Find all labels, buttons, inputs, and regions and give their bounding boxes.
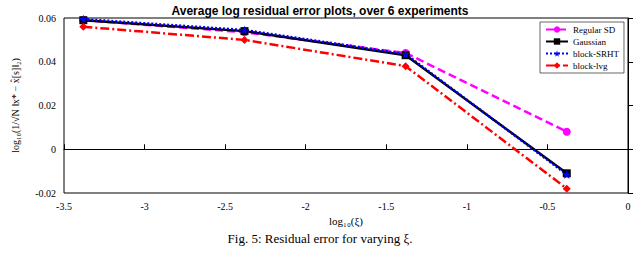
svg-text:Fig. 5: Residual error for var: Fig. 5: Residual error for varying ξ. [228, 231, 413, 246]
svg-text:block-SRHT: block-SRHT [573, 49, 620, 59]
svg-text:Gaussian: Gaussian [573, 37, 606, 47]
svg-text:0.04: 0.04 [39, 56, 57, 67]
svg-text:0.02: 0.02 [39, 100, 57, 111]
svg-text:Regular SD: Regular SD [573, 25, 616, 35]
svg-text:0: 0 [626, 201, 631, 212]
svg-text:-2: -2 [302, 201, 310, 212]
svg-text:-0.02: -0.02 [35, 188, 56, 199]
svg-text:log₁₀(1/√N ‖x* − x̂[s]‖₂): log₁₀(1/√N ‖x* − x̂[s]‖₂) [10, 58, 22, 153]
svg-text:0: 0 [51, 144, 56, 155]
svg-text:log₁₀(ξ): log₁₀(ξ) [329, 215, 363, 228]
svg-text:-3.5: -3.5 [56, 201, 72, 212]
svg-text:-3: -3 [140, 201, 148, 212]
svg-text:Average log residual error plo: Average log residual error plots, over 6… [172, 4, 469, 18]
svg-text:-2.5: -2.5 [217, 201, 233, 212]
svg-text:block-lvg: block-lvg [573, 61, 608, 71]
svg-text:-1: -1 [463, 201, 471, 212]
svg-text:0.06: 0.06 [39, 13, 57, 24]
svg-text:-1.5: -1.5 [378, 201, 394, 212]
svg-text:-0.5: -0.5 [540, 201, 556, 212]
